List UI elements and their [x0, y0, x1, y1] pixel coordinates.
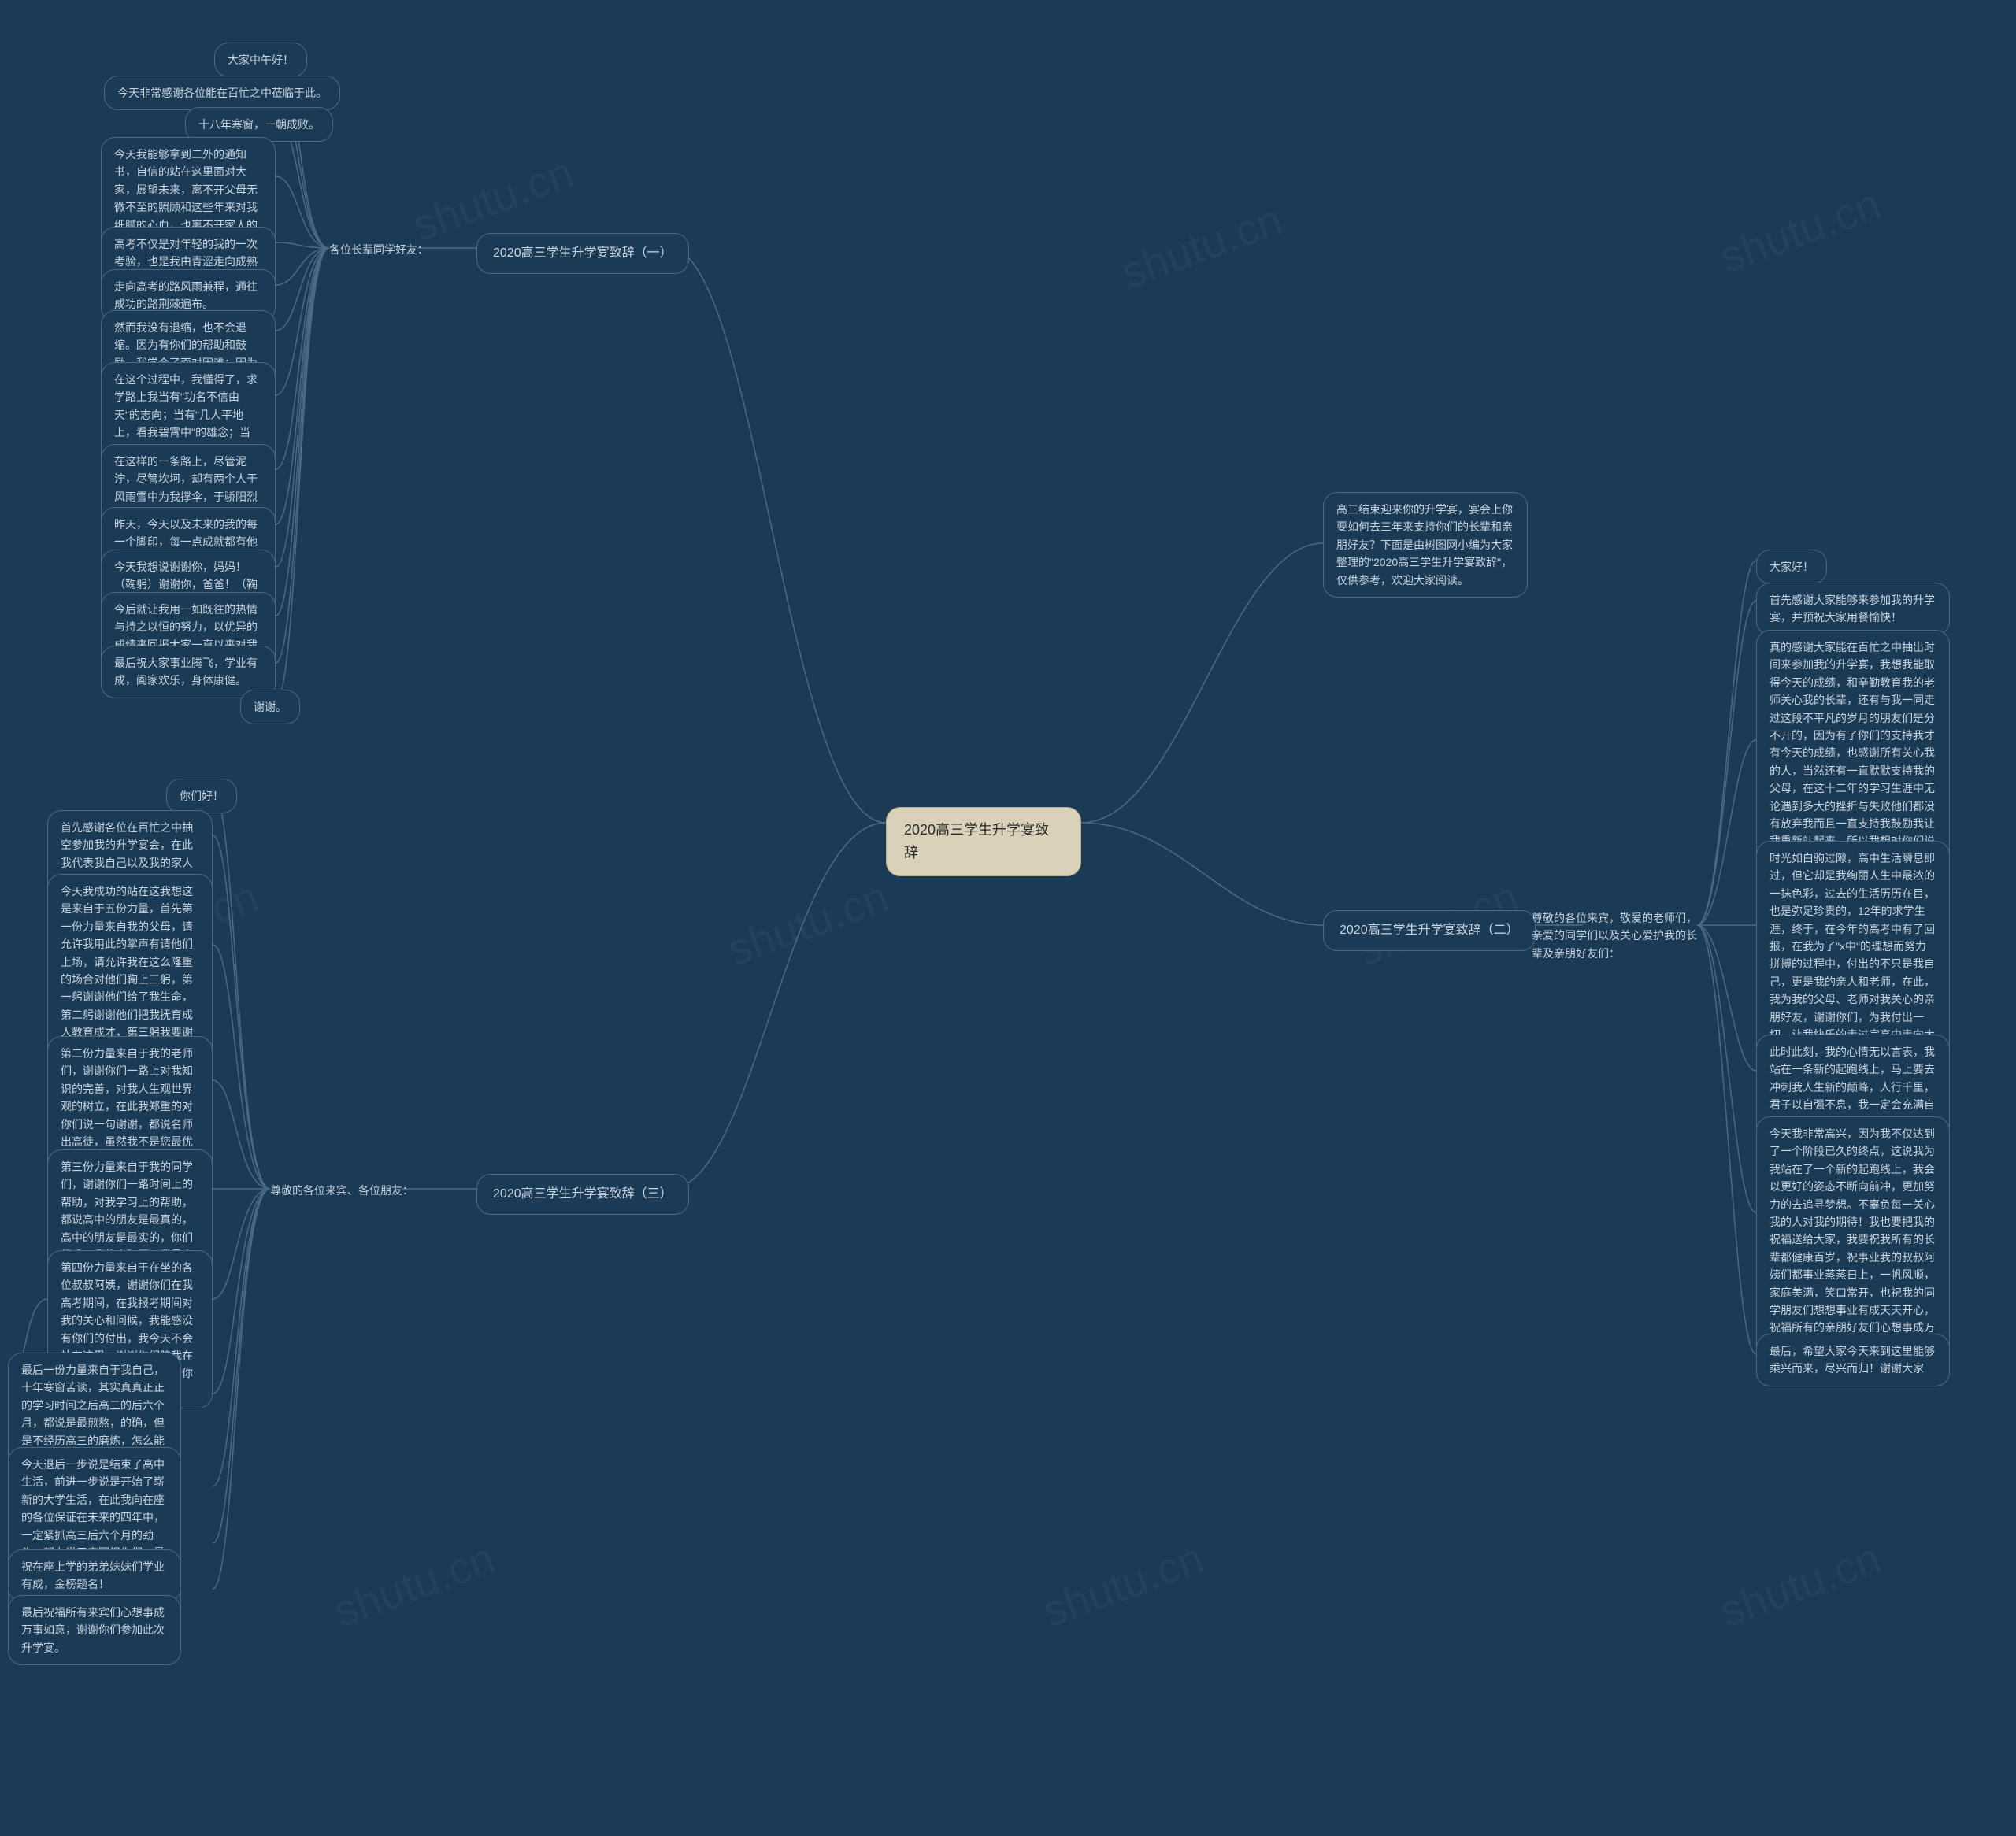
speech3-item: 你们好！	[166, 779, 237, 813]
watermark: shutu.cn	[1713, 1532, 1887, 1637]
speech1-item: 今天非常感谢各位能在百忙之中莅临于此。	[104, 76, 340, 110]
speech2-title: 2020高三学生升学宴致辞（二）	[1323, 910, 1536, 951]
speech3-item: 祝在座上学的弟弟妹妹们学业有成，金榜题名！	[8, 1549, 181, 1602]
intro-node: 高三结束迎来你的升学宴，宴会上你要如何去三年来支持你们的长辈和亲朋好友？下面是由…	[1323, 492, 1528, 598]
speech2-item: 首先感谢大家能够来参加我的升学宴，并预祝大家用餐愉快！	[1756, 583, 1950, 635]
speech1-label: 各位长辈同学好友：	[329, 241, 428, 258]
watermark: shutu.cn	[1036, 1532, 1210, 1637]
center-node: 2020高三学生升学宴致辞	[886, 807, 1081, 876]
speech2-label: 尊敬的各位来宾，敬爱的老师们，亲爱的同学们以及关心爱护我的长辈及亲朋好友们：	[1532, 909, 1697, 962]
speech2-item: 大家好！	[1756, 550, 1827, 584]
speech2-item: 今天我非常高兴，因为我不仅达到了一个阶段已久的终点，这说我为我站在了一个新的起跑…	[1756, 1116, 1950, 1363]
speech1-item: 谢谢。	[240, 690, 300, 724]
speech3-title: 2020高三学生升学宴致辞（三）	[476, 1174, 689, 1215]
watermark: shutu.cn	[1114, 194, 1288, 298]
speech3-item: 最后祝福所有来宾们心想事成万事如意，谢谢你们参加此次升学宴。	[8, 1595, 181, 1665]
speech1-title: 2020高三学生升学宴致辞（一）	[476, 233, 689, 274]
connections	[0, 0, 2016, 1836]
speech1-item: 大家中午好！	[214, 43, 307, 77]
watermark: shutu.cn	[1713, 178, 1887, 283]
watermark: shutu.cn	[721, 871, 895, 975]
speech3-label: 尊敬的各位来宾、各位朋友：	[270, 1182, 413, 1199]
speech2-item: 最后，希望大家今天来到这里能够乘兴而来，尽兴而归！谢谢大家	[1756, 1334, 1950, 1386]
watermark: shutu.cn	[327, 1532, 501, 1637]
